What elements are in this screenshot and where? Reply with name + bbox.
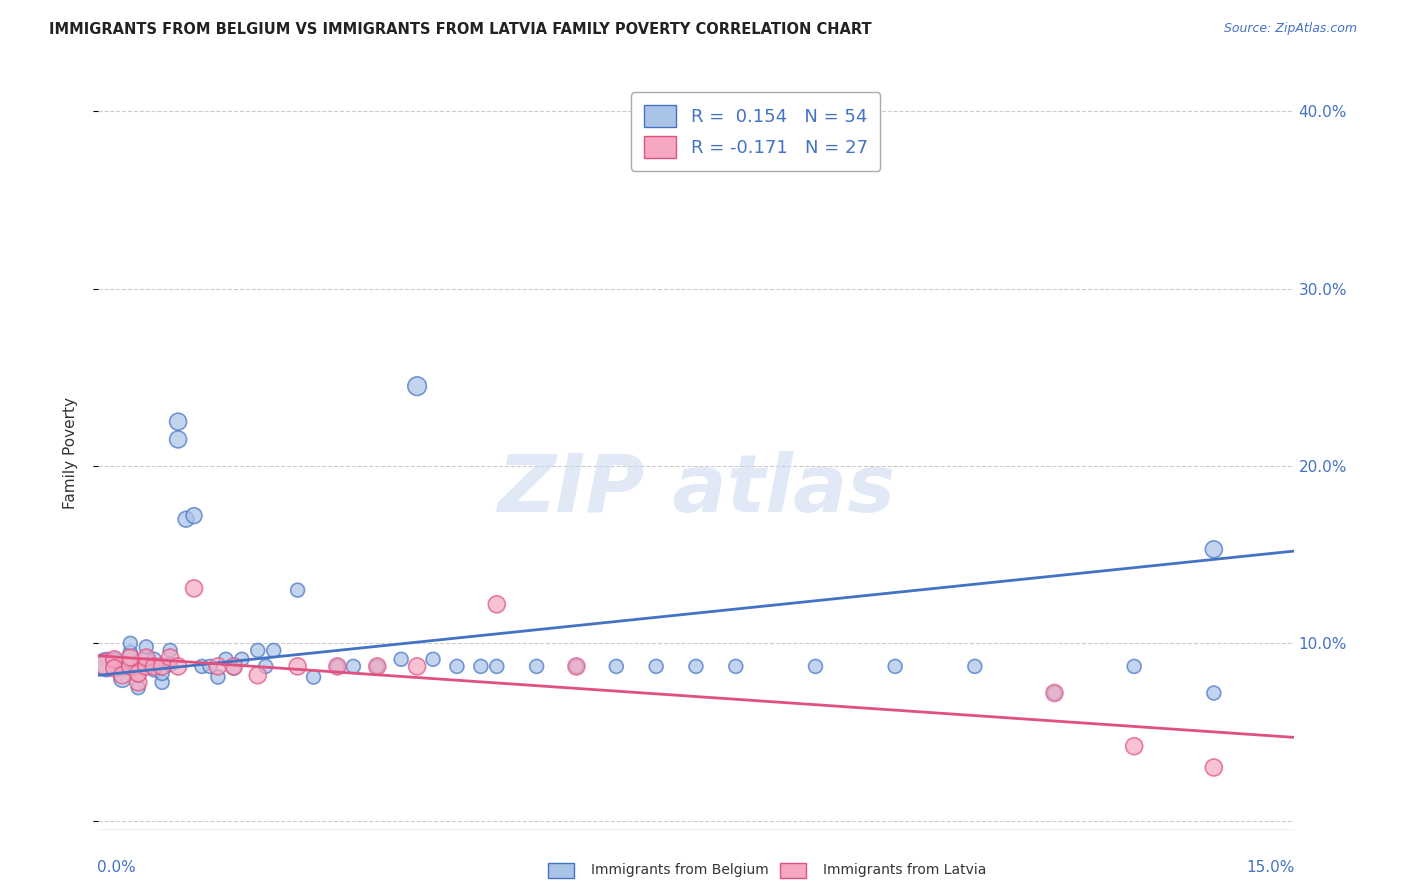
- Point: [111, 668, 134, 682]
- Point: [963, 659, 986, 673]
- Point: [246, 668, 269, 682]
- Point: [183, 582, 205, 596]
- Point: [470, 659, 492, 673]
- Point: [159, 650, 181, 665]
- Y-axis label: Family Poverty: Family Poverty: [63, 397, 77, 508]
- Point: [326, 659, 349, 673]
- Point: [231, 652, 253, 666]
- Point: [103, 652, 125, 666]
- Point: [1043, 686, 1066, 700]
- Point: [120, 659, 142, 673]
- Point: [605, 659, 627, 673]
- Point: [565, 659, 588, 673]
- Point: [96, 657, 118, 672]
- Point: [127, 666, 149, 681]
- Point: [167, 659, 190, 673]
- Point: [1202, 760, 1225, 774]
- Point: [645, 659, 668, 673]
- Point: [111, 661, 134, 675]
- Point: [222, 659, 245, 673]
- Point: [685, 659, 707, 673]
- Point: [406, 379, 429, 393]
- Text: Immigrants from Belgium: Immigrants from Belgium: [591, 863, 768, 877]
- Point: [254, 659, 277, 673]
- Point: [366, 659, 388, 673]
- Point: [1202, 542, 1225, 557]
- Legend: R =  0.154   N = 54, R = -0.171   N = 27: R = 0.154 N = 54, R = -0.171 N = 27: [631, 93, 880, 170]
- Text: 0.0%: 0.0%: [97, 860, 136, 875]
- Text: IMMIGRANTS FROM BELGIUM VS IMMIGRANTS FROM LATVIA FAMILY POVERTY CORRELATION CHA: IMMIGRANTS FROM BELGIUM VS IMMIGRANTS FR…: [49, 22, 872, 37]
- Point: [222, 661, 245, 675]
- Point: [342, 659, 364, 673]
- Point: [174, 512, 197, 526]
- Point: [150, 666, 173, 681]
- Point: [143, 659, 166, 673]
- Point: [127, 675, 149, 690]
- Point: [183, 508, 205, 523]
- Point: [198, 659, 221, 673]
- Point: [191, 659, 214, 673]
- Point: [127, 681, 149, 695]
- Point: [120, 636, 142, 650]
- Point: [111, 672, 134, 686]
- Point: [446, 659, 468, 673]
- Point: [207, 670, 229, 684]
- Point: [1123, 739, 1146, 754]
- Point: [159, 657, 181, 672]
- Point: [103, 654, 125, 668]
- Point: [167, 433, 190, 447]
- Point: [724, 659, 747, 673]
- Point: [96, 657, 118, 672]
- Text: 15.0%: 15.0%: [1246, 860, 1295, 875]
- Point: [135, 659, 157, 673]
- Text: Source: ZipAtlas.com: Source: ZipAtlas.com: [1223, 22, 1357, 36]
- Text: Immigrants from Latvia: Immigrants from Latvia: [823, 863, 986, 877]
- Point: [159, 643, 181, 657]
- Point: [1043, 686, 1066, 700]
- Point: [406, 659, 429, 673]
- Point: [135, 640, 157, 654]
- Point: [287, 583, 309, 598]
- Point: [884, 659, 907, 673]
- Point: [1123, 659, 1146, 673]
- Point: [326, 659, 349, 673]
- Point: [135, 650, 157, 665]
- Point: [103, 661, 125, 675]
- Point: [366, 659, 388, 673]
- Point: [389, 652, 412, 666]
- Point: [263, 643, 285, 657]
- Point: [127, 668, 149, 682]
- Point: [135, 650, 157, 665]
- Text: ZIP atlas: ZIP atlas: [496, 451, 896, 529]
- Point: [287, 659, 309, 673]
- Point: [1202, 686, 1225, 700]
- Point: [485, 659, 508, 673]
- Point: [167, 415, 190, 429]
- Point: [150, 675, 173, 690]
- Point: [143, 663, 166, 677]
- Point: [120, 645, 142, 659]
- Point: [565, 659, 588, 673]
- Point: [143, 652, 166, 666]
- Point: [302, 670, 325, 684]
- Point: [150, 659, 173, 673]
- Point: [485, 597, 508, 611]
- Point: [215, 652, 238, 666]
- Point: [207, 659, 229, 673]
- Point: [422, 652, 444, 666]
- Point: [127, 657, 149, 672]
- Point: [246, 643, 269, 657]
- Point: [526, 659, 548, 673]
- Point: [120, 650, 142, 665]
- Point: [804, 659, 827, 673]
